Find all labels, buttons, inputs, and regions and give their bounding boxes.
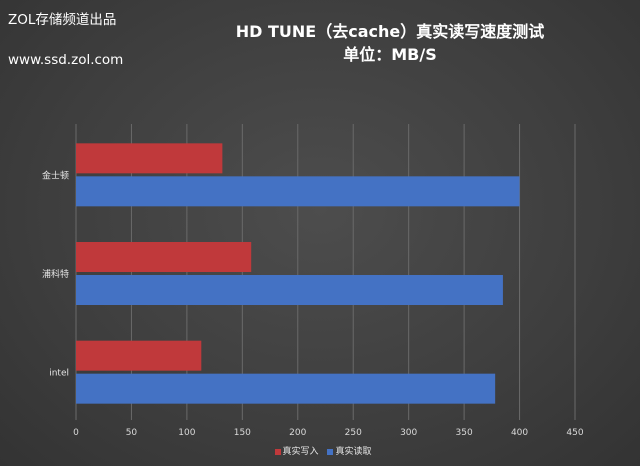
bar-read	[76, 275, 503, 305]
chart-subtitle: 单位：MB/S	[343, 45, 437, 64]
legend-label-write: 真实写入	[282, 447, 319, 457]
x-tick-label: 400	[511, 428, 528, 438]
bar-write	[76, 242, 252, 272]
legend-swatch-write	[274, 448, 281, 455]
legend-label-read: 真实读取	[335, 447, 372, 457]
category-label: intel	[49, 369, 69, 379]
bar-read	[76, 176, 520, 207]
x-tick-label: 250	[345, 428, 362, 438]
watermark-line-2: www.ssd.zol.com	[8, 52, 124, 68]
category-label: 浦科特	[42, 268, 69, 280]
x-tick-label: 50	[126, 428, 138, 438]
bar-write	[76, 143, 223, 174]
x-tick-label: 0	[73, 428, 79, 438]
x-tick-label: 200	[289, 428, 306, 438]
x-tick-label: 350	[456, 428, 473, 438]
chart-title: HD TUNE（去cache）真实读写速度测试	[235, 22, 545, 41]
watermark-line-1: ZOL存储频道出品	[8, 12, 117, 28]
bar-write	[76, 340, 202, 371]
x-tick-label: 300	[400, 428, 417, 438]
legend: 真实写入 真实读取	[0, 444, 640, 457]
bar-read	[76, 373, 496, 404]
category-label: 金士顿	[42, 169, 69, 181]
x-tick-label: 450	[566, 428, 583, 438]
x-tick-label: 100	[178, 428, 195, 438]
x-tick-label: 150	[234, 428, 251, 438]
legend-swatch-read	[327, 448, 334, 455]
